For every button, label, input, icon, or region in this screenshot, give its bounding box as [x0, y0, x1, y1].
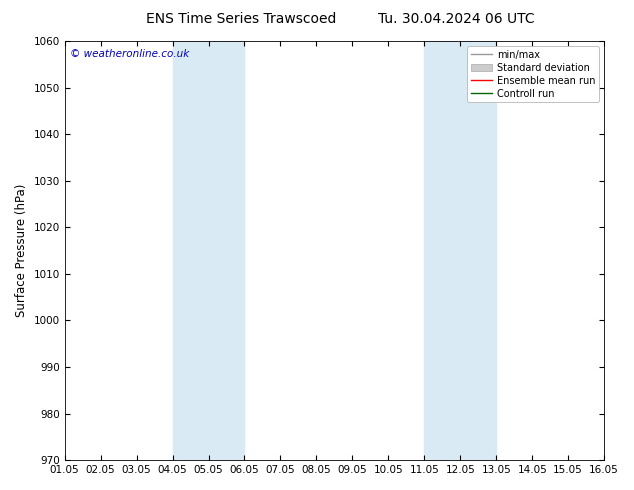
Bar — [424, 41, 496, 460]
Bar — [172, 41, 245, 460]
Y-axis label: Surface Pressure (hPa): Surface Pressure (hPa) — [15, 184, 28, 318]
Text: © weatheronline.co.uk: © weatheronline.co.uk — [70, 49, 190, 59]
Legend: min/max, Standard deviation, Ensemble mean run, Controll run: min/max, Standard deviation, Ensemble me… — [467, 46, 599, 102]
Text: Tu. 30.04.2024 06 UTC: Tu. 30.04.2024 06 UTC — [378, 12, 535, 26]
Text: ENS Time Series Trawscoed: ENS Time Series Trawscoed — [146, 12, 336, 26]
